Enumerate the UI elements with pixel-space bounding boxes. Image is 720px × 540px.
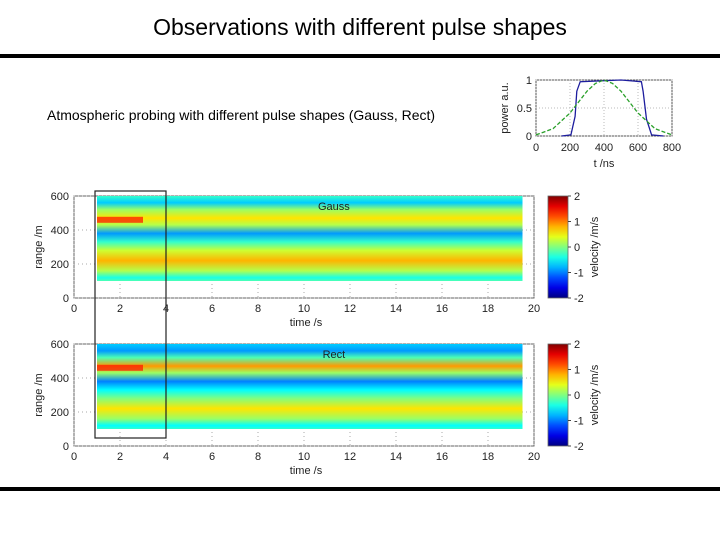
heatmap-y-tick: 200 [51, 259, 69, 271]
heatmap-y-tick: 600 [51, 191, 69, 203]
heatmap-x-tick: 6 [209, 303, 215, 315]
heatmap-x-tick: 20 [528, 451, 540, 463]
heatmap-x-tick: 8 [255, 303, 261, 315]
colorbar-gauss [547, 195, 569, 299]
heatmap-streak-gauss [97, 216, 143, 223]
heatmap-y-tick: 400 [51, 373, 69, 385]
pulse-x-tick: 200 [561, 142, 579, 154]
colorbar-tick: 0 [574, 242, 580, 254]
bottom-divider [0, 487, 720, 491]
pulse-series-line [561, 79, 664, 137]
pulse-x-tick: 0 [533, 142, 539, 154]
heatmap-label-rect: Rect [323, 349, 346, 361]
heatmap-x-tick: 12 [344, 303, 356, 315]
heatmap-x-tick: 4 [163, 451, 169, 463]
heatmap-x-label: time /s [290, 317, 323, 329]
colorbar-tick: -1 [574, 268, 584, 280]
colorbar-tick: 2 [574, 339, 580, 351]
pulse-y-label: power a.u. [499, 82, 511, 133]
heatmap-x-tick: 2 [117, 303, 123, 315]
colorbar-tick: -2 [574, 441, 584, 453]
colorbar-tick: -2 [574, 293, 584, 305]
colorbar-tick: -1 [574, 416, 584, 428]
heatmap-x-tick: 20 [528, 303, 540, 315]
heatmap-x-tick: 14 [390, 303, 402, 315]
pulse-y-tick: 1 [526, 75, 532, 87]
heatmap-x-tick: 0 [71, 451, 77, 463]
pulse-y-tick: 0 [526, 131, 532, 143]
pulse-series-line [535, 79, 673, 136]
highlight-box [94, 190, 167, 439]
heatmap-x-tick: 16 [436, 451, 448, 463]
heatmap-x-tick: 18 [482, 451, 494, 463]
heatmap-x-tick: 14 [390, 451, 402, 463]
heatmap-y-label: range /m [33, 225, 45, 268]
heatmap-y-tick: 400 [51, 225, 69, 237]
heatmap-x-tick: 0 [71, 303, 77, 315]
top-divider [0, 54, 720, 58]
pulse-x-tick: 400 [595, 142, 613, 154]
pulse-y-tick: 0.5 [517, 103, 532, 115]
heatmap-x-tick: 8 [255, 451, 261, 463]
colorbar-tick: 1 [574, 217, 580, 229]
heatmap-x-tick: 6 [209, 451, 215, 463]
colorbar-rect [547, 343, 569, 447]
heatmap-streak-rect [97, 364, 143, 371]
heatmap-data-rect [97, 344, 523, 429]
slide-description: Atmospheric probing with different pulse… [47, 107, 436, 123]
heatmap-y-label: range /m [33, 373, 45, 416]
colorbar-tick: 0 [574, 390, 580, 402]
colorbar-tick: 2 [574, 191, 580, 203]
heatmap-y-tick: 600 [51, 339, 69, 351]
heatmap-data-gauss [97, 196, 523, 281]
colorbar-tick: 1 [574, 365, 580, 377]
colorbar-label: velocity /m/s [589, 364, 601, 425]
heatmap-x-tick: 12 [344, 451, 356, 463]
heatmap-x-tick: 10 [298, 303, 310, 315]
slide-title: Observations with different pulse shapes [153, 14, 567, 40]
pulse-x-tick: 800 [663, 142, 681, 154]
heatmap-y-tick: 0 [63, 293, 69, 305]
pulse-x-tick: 600 [629, 142, 647, 154]
colorbar-label: velocity /m/s [589, 216, 601, 277]
heatmap-x-label: time /s [290, 465, 323, 477]
heatmap-label-gauss: Gauss [318, 201, 350, 213]
heatmap-x-tick: 10 [298, 451, 310, 463]
heatmap-x-tick: 16 [436, 303, 448, 315]
heatmap-x-tick: 18 [482, 303, 494, 315]
pulse-x-label: t /ns [594, 158, 615, 170]
heatmap-y-tick: 200 [51, 407, 69, 419]
heatmap-x-tick: 2 [117, 451, 123, 463]
heatmap-y-tick: 0 [63, 441, 69, 453]
